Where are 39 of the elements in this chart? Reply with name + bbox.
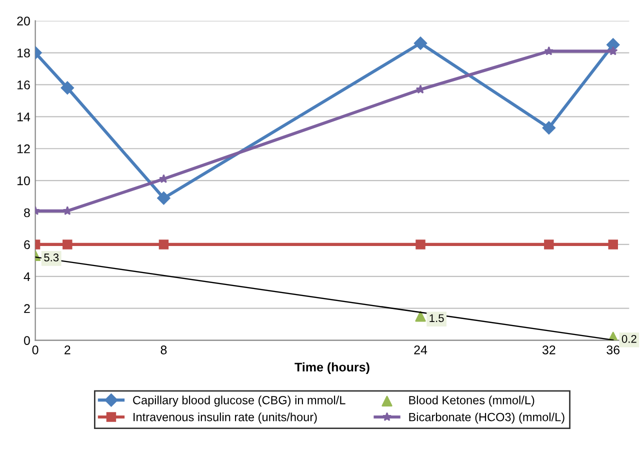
y-tick-label: 12 bbox=[18, 144, 30, 154]
point bbox=[157, 192, 170, 205]
point bbox=[416, 240, 426, 250]
point bbox=[416, 84, 426, 94]
point bbox=[414, 36, 428, 50]
point bbox=[544, 240, 554, 250]
x-tick-label: 0 bbox=[32, 345, 38, 354]
y-tick-label: 6 bbox=[24, 240, 30, 250]
point bbox=[158, 240, 169, 250]
y-tick-label: 2 bbox=[24, 304, 30, 313]
legend-label: Intravenous insulin rate (units/hour) bbox=[134, 412, 317, 424]
x-axis-title: Time (hours) bbox=[294, 362, 370, 374]
point bbox=[60, 81, 74, 95]
data-label: 0.2 bbox=[622, 335, 636, 343]
x-tick-label: 32 bbox=[542, 345, 556, 354]
x-tick-label: 2 bbox=[64, 345, 70, 354]
point bbox=[608, 240, 618, 250]
y-tick-label: 20 bbox=[17, 16, 30, 26]
y-tick-label: 4 bbox=[24, 272, 30, 281]
y-tick-label: 16 bbox=[18, 80, 30, 90]
y-tick-label: 14 bbox=[18, 112, 30, 122]
legend-label: Blood Ketones (mmol/L) bbox=[409, 396, 534, 407]
point bbox=[544, 46, 554, 56]
x-tick-label: 24 bbox=[414, 345, 428, 354]
x-tick-label: 36 bbox=[606, 345, 620, 354]
y-tick-label: 0 bbox=[24, 336, 30, 345]
legend-label: Capillary blood glucose (CBG) in mmol/L bbox=[133, 396, 346, 407]
point bbox=[62, 240, 72, 250]
y-tick-label: 10 bbox=[18, 176, 30, 186]
point bbox=[415, 310, 426, 322]
data-label: 1.5 bbox=[430, 314, 444, 322]
y-tick-label: 8 bbox=[24, 208, 30, 218]
y-tick-label: 18 bbox=[18, 48, 30, 58]
data-label: 5.3 bbox=[44, 254, 59, 262]
point bbox=[542, 121, 556, 134]
point bbox=[606, 38, 620, 52]
legend-label: Bicarbonate (HCO3) (mmol/L) bbox=[409, 412, 564, 424]
x-tick-label: 8 bbox=[160, 345, 167, 354]
point bbox=[608, 46, 618, 56]
